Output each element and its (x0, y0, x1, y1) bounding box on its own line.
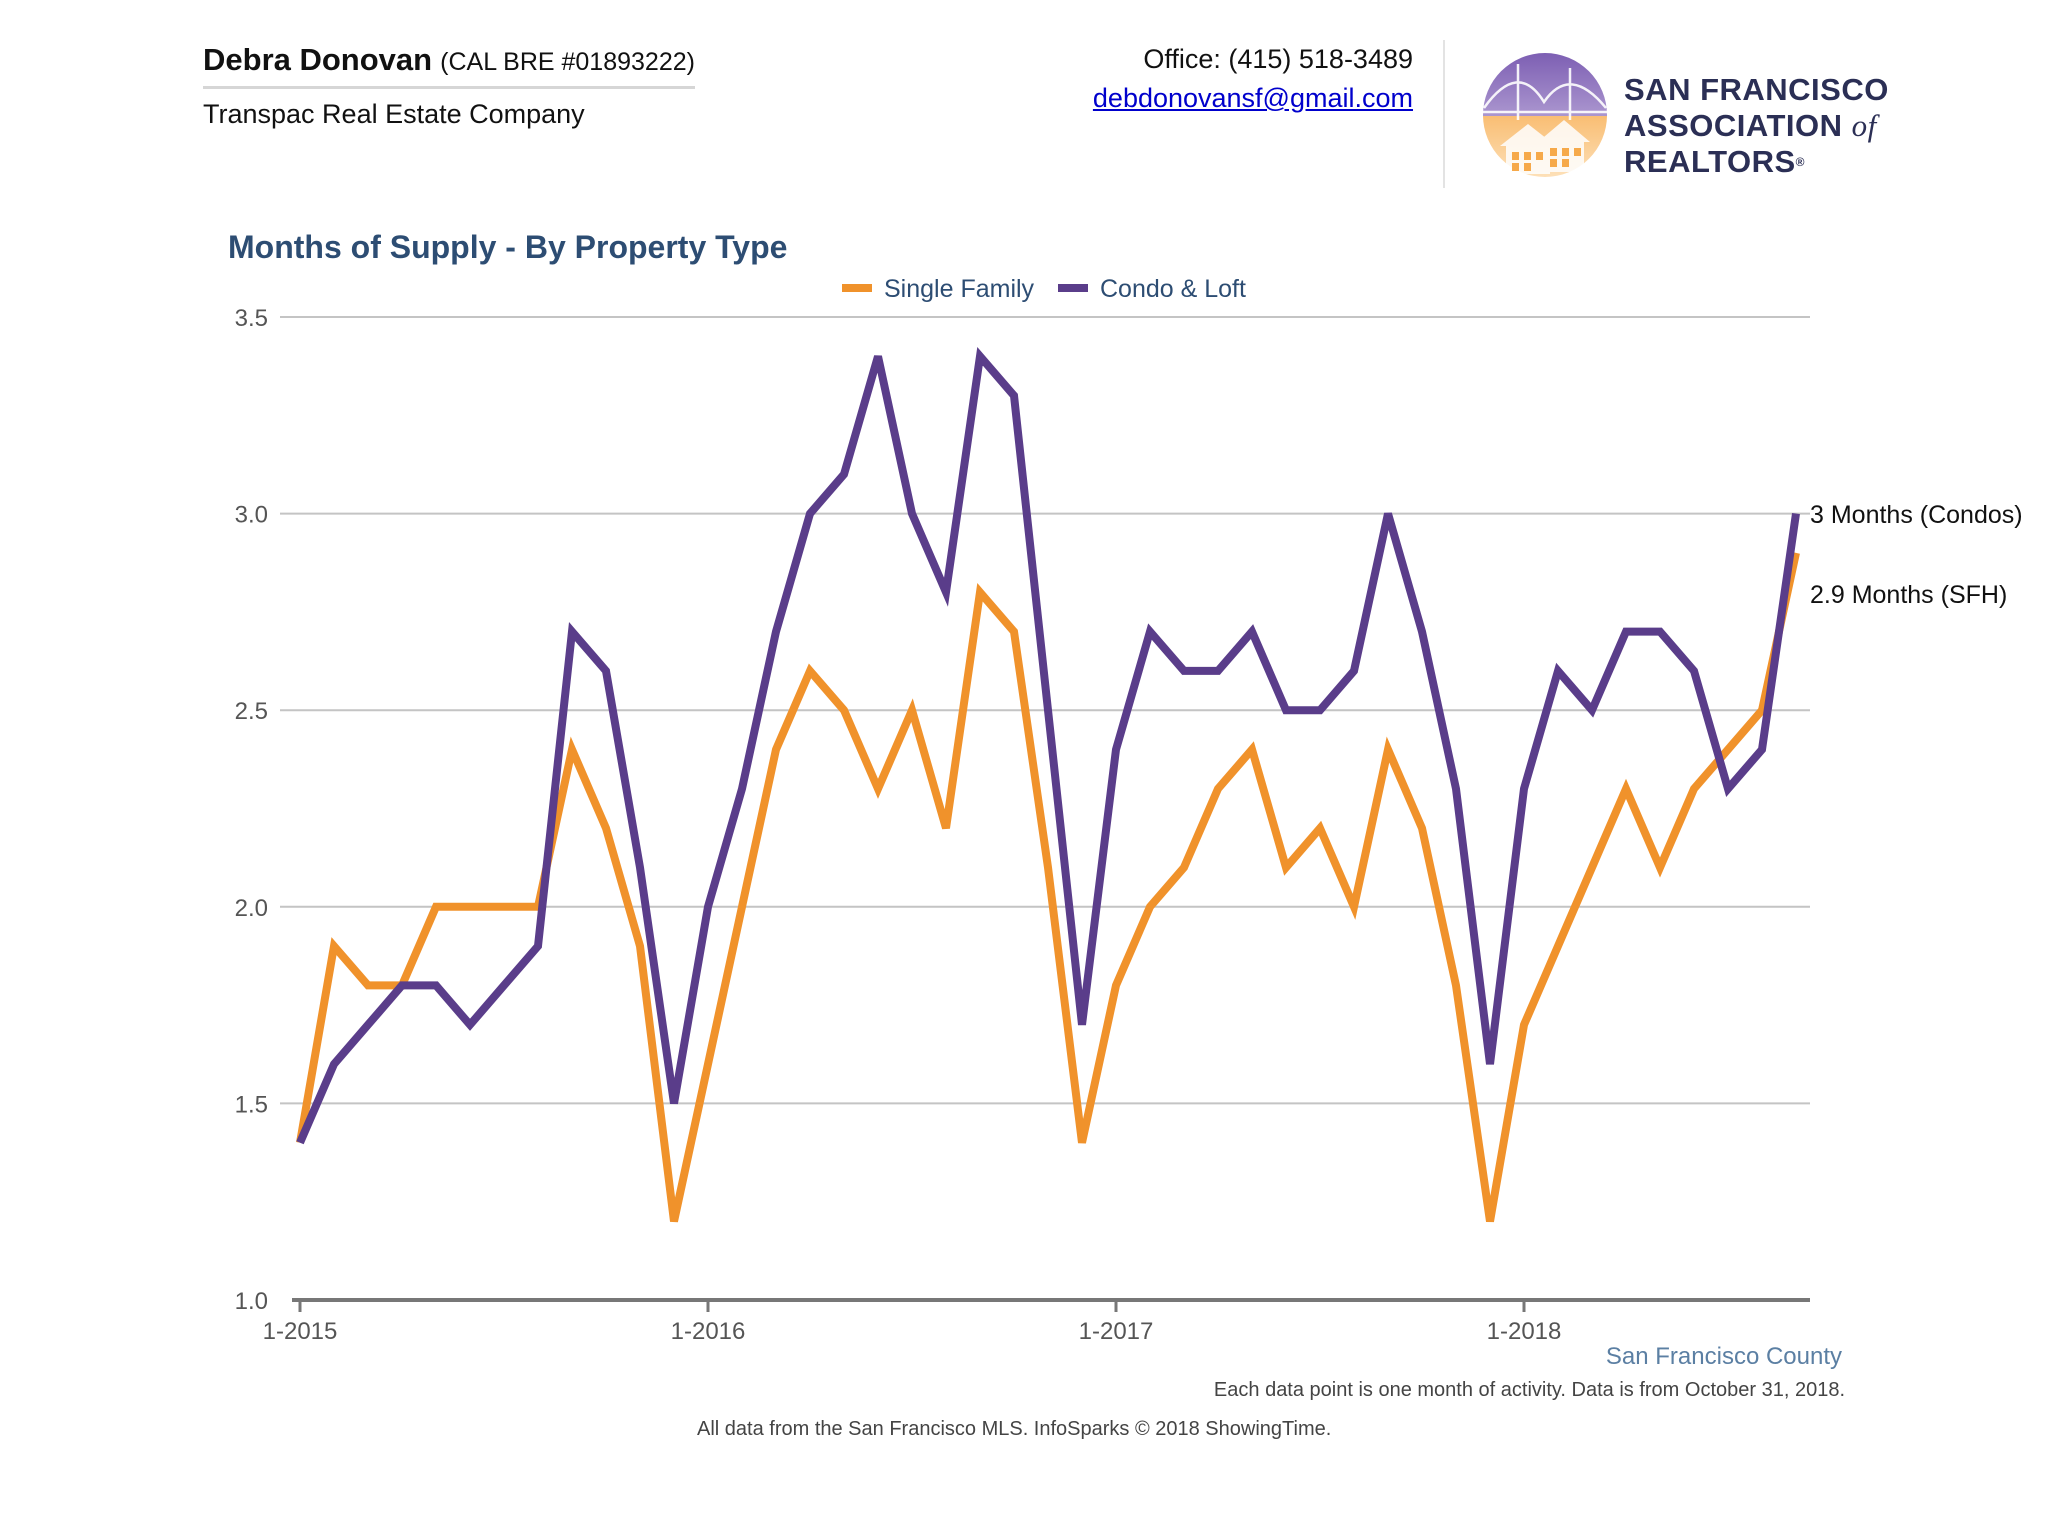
y-tick-label: 2.0 (235, 895, 268, 922)
office-phone: Office: (415) 518-3489 (1143, 44, 1413, 74)
logo-line-2: ASSOCIATION of REALTORS® (1624, 108, 1877, 179)
series-line-single-family (296, 552, 1800, 1223)
legend-label: Condo & Loft (1100, 275, 1246, 303)
header-divider (1443, 40, 1445, 188)
annotation-label: 3 Months (Condos) (1810, 501, 2023, 529)
footnote: Each data point is one month of activity… (1213, 1379, 1845, 1401)
chart-legend: Single Family Condo & Loft (842, 275, 1246, 303)
legend-swatch (1058, 284, 1088, 292)
y-tick-label: 3.5 (235, 305, 268, 332)
email-link[interactable]: debdonovansf@gmail.com (1092, 83, 1413, 113)
y-tick-label: 1.0 (235, 1288, 268, 1315)
logo-wordmark: SAN FRANCISCO ASSOCIATION of REALTORS® (1624, 72, 2020, 180)
agent-name-line: Debra Donovan (CAL BRE #01893222) (203, 42, 695, 89)
agent-info: Debra Donovan (CAL BRE #01893222) Transp… (203, 42, 695, 130)
series-lines (296, 347, 1800, 1223)
annotation-label: 2.9 Months (SFH) (1810, 581, 2007, 609)
x-tick-label: 1-2016 (671, 1318, 746, 1345)
region-label: San Francisco County (1606, 1343, 1842, 1370)
end-annotations: 3 Months (Condos) 2.9 Months (SFH) (1810, 501, 2023, 609)
contact-info: Office: (415) 518-3489 debdonovansf@gmai… (1093, 44, 1413, 114)
x-tick-label: 1-2018 (1487, 1318, 1562, 1345)
y-tick-label: 3.0 (235, 502, 268, 529)
x-tick-label: 1-2015 (263, 1318, 338, 1345)
x-axis: 1-2015 1-2016 1-2017 1-2018 (263, 1298, 1810, 1345)
series-line-condo-loft (296, 347, 1800, 1145)
legend-swatch (842, 284, 872, 292)
data-source: All data from the San Francisco MLS. Inf… (697, 1418, 1332, 1440)
legend-label: Single Family (884, 275, 1035, 303)
y-axis: 1.0 1.5 2.0 2.5 3.0 3.5 (235, 305, 268, 1315)
golden-gate-bridge-house-logo-icon (1482, 53, 1608, 177)
chart-title: Months of Supply - By Property Type (228, 229, 787, 265)
y-tick-label: 2.5 (235, 698, 268, 725)
x-tick-label: 1-2017 (1079, 1318, 1154, 1345)
agent-company: Transpac Real Estate Company (203, 99, 585, 129)
agent-license: (CAL BRE #01893222) (440, 48, 695, 76)
agent-name: Debra Donovan (203, 42, 433, 77)
y-tick-label: 1.5 (235, 1091, 268, 1118)
sfar-logo: SAN FRANCISCO ASSOCIATION of REALTORS® (1480, 50, 2020, 180)
logo-line-1: SAN FRANCISCO (1624, 72, 1889, 107)
